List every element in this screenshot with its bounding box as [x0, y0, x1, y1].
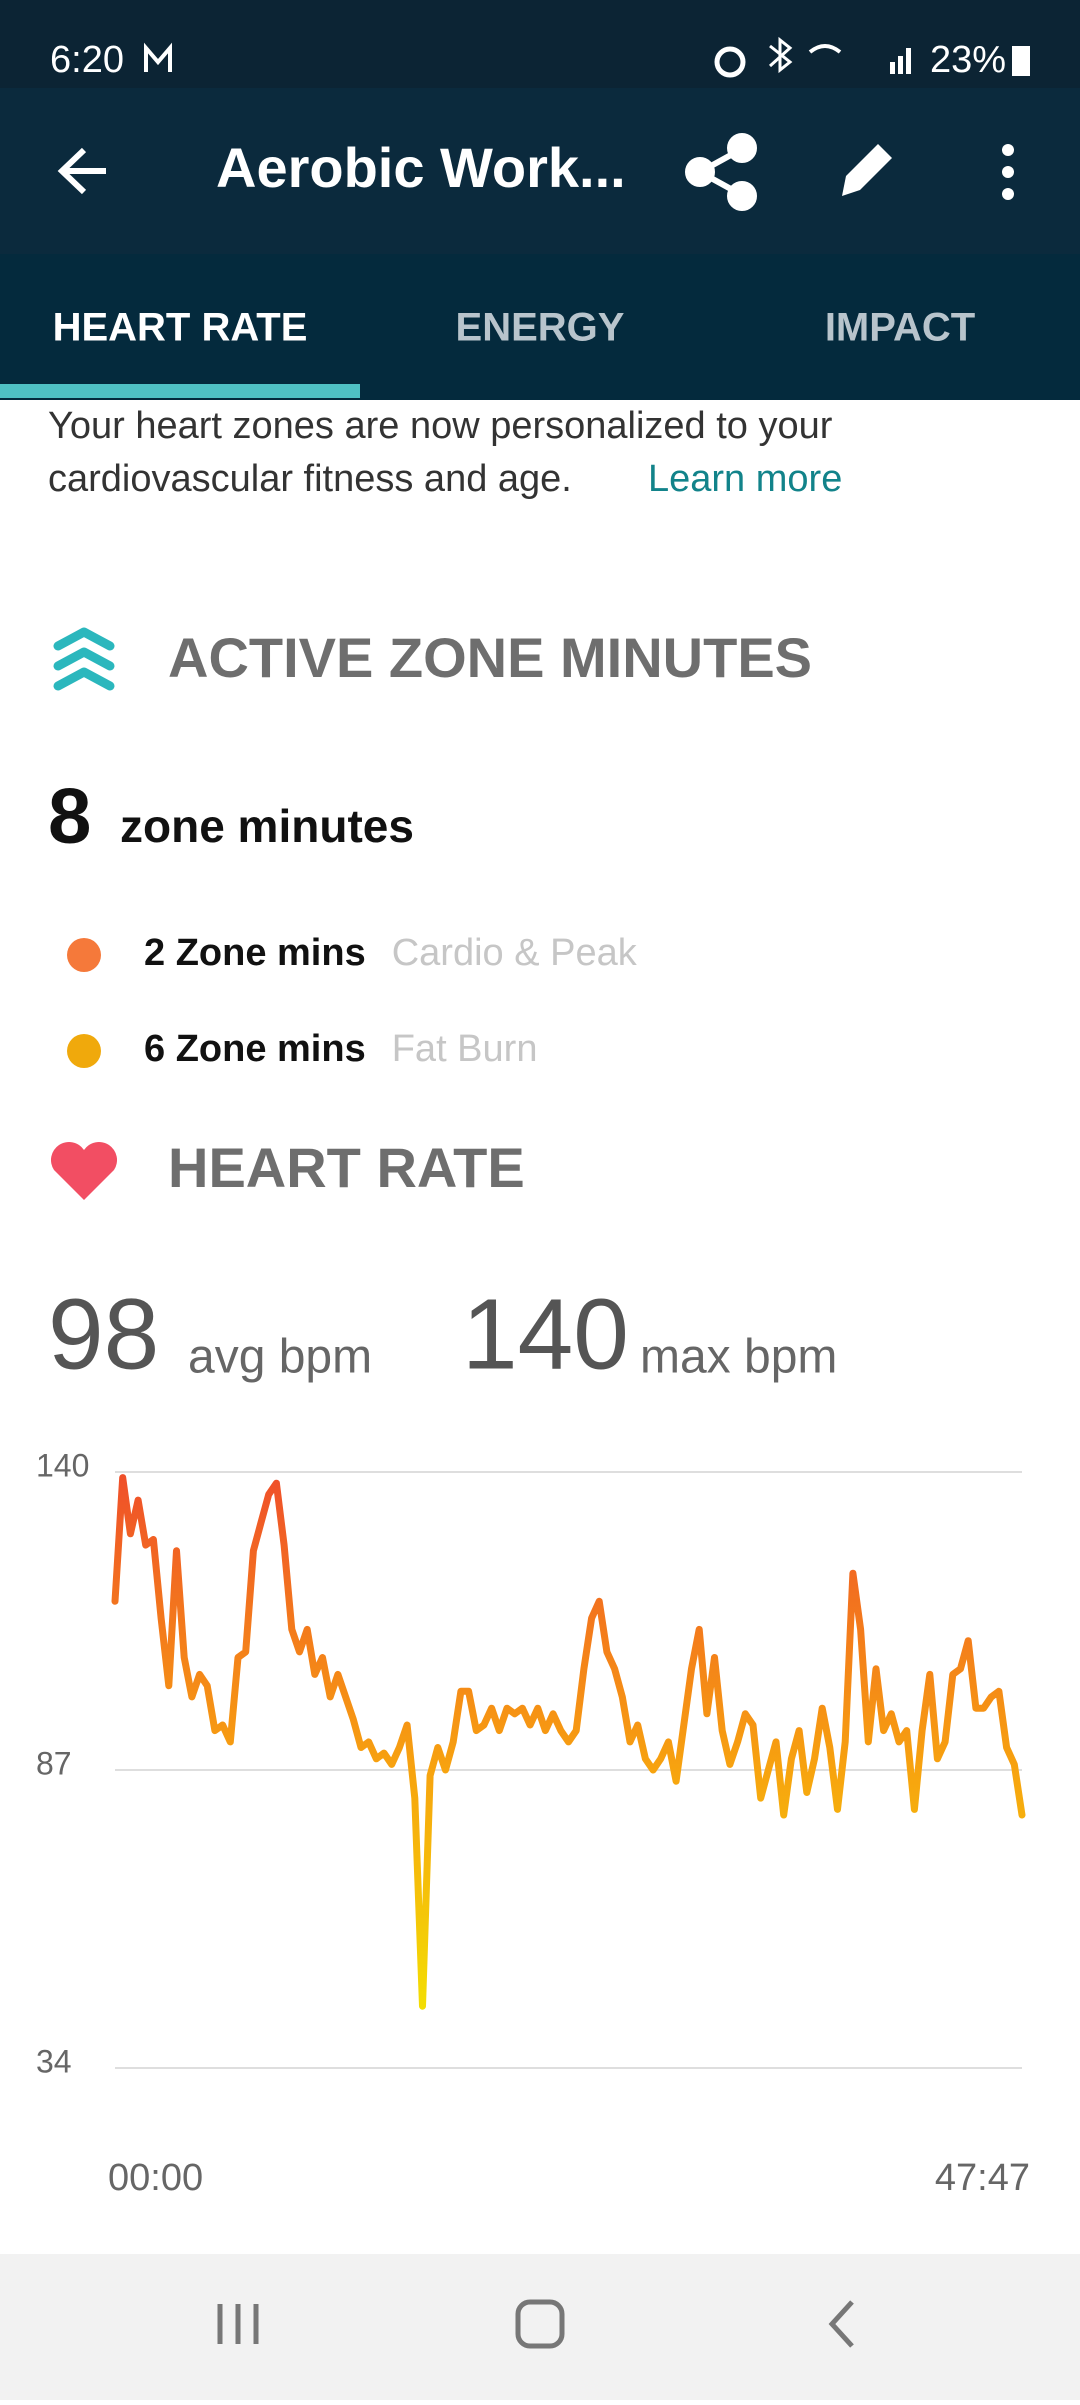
nav-icons[interactable]	[217, 2299, 854, 2349]
x-tick-label: 47:47	[935, 2157, 1030, 2199]
zone-label: Fat Burn	[392, 1028, 538, 1070]
edit-button[interactable]	[842, 144, 892, 196]
azm-title: ACTIVE ZONE MINUTES	[168, 626, 812, 689]
tab[interactable]: IMPACT	[825, 306, 975, 350]
zone-dot	[67, 1034, 101, 1068]
battery-text: 23%	[930, 39, 1006, 81]
tab-indicator	[0, 384, 360, 398]
share-button[interactable]	[685, 133, 757, 211]
status-time: 6:20	[50, 39, 124, 81]
app-bar	[0, 88, 1080, 254]
zone-list: 2 Zone mins Cardio & Peak 6 Zone mins Fat B…	[67, 932, 638, 1070]
heart-rate-title: HEART RATE	[168, 1136, 525, 1199]
y-tick-label: 87	[36, 1745, 72, 1781]
heart-icon	[50, 1141, 118, 1200]
more-button[interactable]	[1002, 144, 1014, 200]
status-bar	[0, 0, 1080, 88]
zone-value: 6 Zone mins	[144, 1028, 366, 1070]
tab-bar	[0, 254, 1080, 400]
zone-dot	[67, 938, 101, 972]
zone-value: 2 Zone mins	[144, 932, 366, 974]
azm-icon	[53, 627, 115, 691]
x-tick-label: 00:00	[108, 2157, 203, 2199]
notice-text: cardiovascular fitness and age.	[48, 458, 572, 500]
max-label: max bpm	[640, 1331, 837, 1384]
azm-total: 8	[48, 772, 91, 860]
status-icons	[714, 36, 911, 78]
max-value: 140	[462, 1278, 629, 1390]
mail-icon	[144, 42, 172, 72]
y-tick-label: 34	[36, 2043, 72, 2079]
tab[interactable]: ENERGY	[456, 306, 625, 350]
back-button[interactable]	[57, 147, 106, 195]
zone-label: Cardio & Peak	[392, 932, 638, 974]
battery-icon	[1012, 46, 1030, 76]
tab[interactable]: HEART RATE	[53, 306, 308, 350]
avg-value: 98	[48, 1278, 159, 1390]
azm-total-label: zone minutes	[120, 800, 414, 852]
notice-text: Your heart zones are now personalized to…	[48, 405, 833, 447]
heart-rate-line	[111, 1474, 1026, 2010]
nav-bar	[0, 2254, 1080, 2400]
learn-more-link[interactable]: Learn more	[648, 458, 842, 500]
y-tick-label: 140	[36, 1447, 89, 1483]
avg-label: avg bpm	[188, 1331, 372, 1384]
app-title: Aerobic Work...	[216, 136, 626, 199]
